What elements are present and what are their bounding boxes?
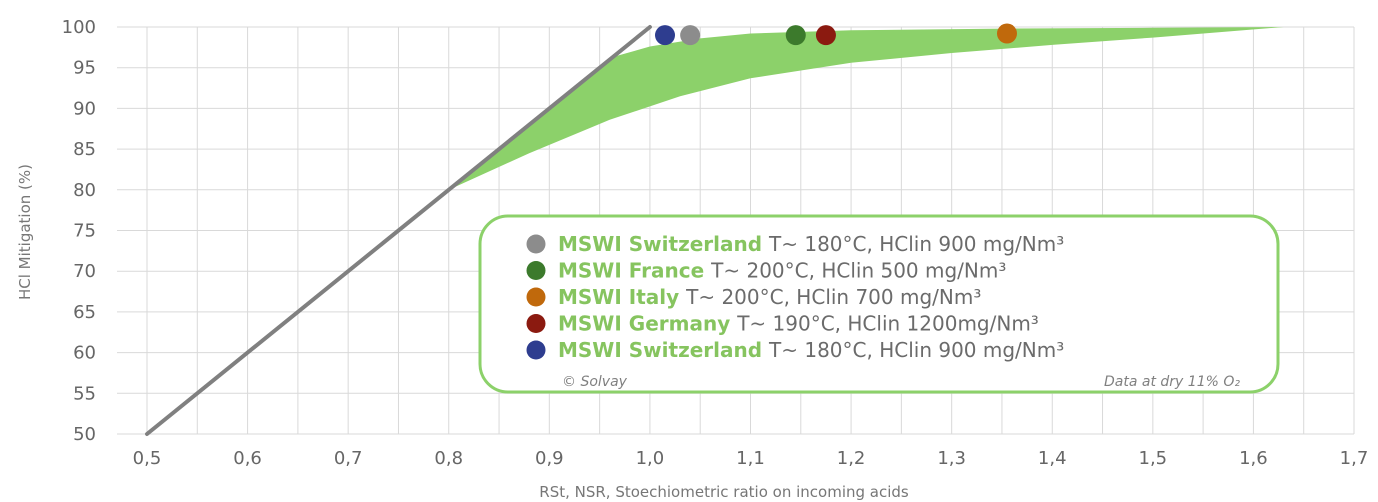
data-basis-note: Data at dry 11% O₂ [1104, 374, 1240, 390]
legend-series-description: T~ 190°C, HClin 1200mg/Nm³ [736, 312, 1039, 336]
legend-series-name: MSWI Switzerland [558, 338, 769, 362]
x-tick-label: 1,2 [837, 448, 866, 469]
x-tick-label: 0,7 [334, 448, 363, 469]
efficiency-band-area [448, 27, 1284, 190]
y-tick-label: 90 [73, 98, 96, 119]
legend-marker [526, 234, 546, 254]
legend-marker [526, 261, 546, 280]
x-tick-label: 0,6 [233, 448, 262, 469]
legend-entry: MSWI Germany T~ 190°C, HClin 1200mg/Nm³ [558, 312, 1039, 336]
x-tick-label: 0,5 [133, 448, 162, 469]
y-tick-label: 55 [73, 383, 96, 404]
y-tick-label: 80 [73, 180, 96, 201]
y-tick-label: 65 [73, 302, 96, 323]
y-axis-tick-labels: 50 55 60 65 70 75 80 85 90 95 100 [62, 17, 96, 445]
data-point [680, 25, 701, 46]
legend-entry: MSWI Italy T~ 200°C, HClin 700 mg/Nm³ [558, 285, 981, 309]
copyright-note: © Solvay [562, 374, 628, 390]
legend-marker [526, 314, 546, 333]
legend-series-name: MSWI Switzerland [558, 232, 769, 256]
legend-series-description: T~ 180°C, HClin 900 mg/Nm³ [768, 338, 1064, 362]
x-tick-label: 1,0 [636, 448, 665, 469]
legend-entry: MSWI Switzerland T~ 180°C, HClin 900 mg/… [558, 232, 1064, 256]
stoichiometric-reference-line [145, 25, 652, 436]
legend-marker [526, 287, 546, 307]
data-points [655, 23, 1017, 46]
legend-series-description: T~ 200°C, HClin 700 mg/Nm³ [685, 285, 981, 309]
data-point [996, 23, 1017, 44]
reference-line [145, 25, 652, 436]
x-axis-title: RSt, NSR, Stoechiometric ratio on incomi… [539, 483, 909, 501]
x-tick-label: 1,7 [1340, 448, 1369, 469]
y-axis-title: HCl Mitigation (%) [16, 164, 34, 300]
y-tick-label: 75 [73, 221, 96, 242]
y-tick-label: 95 [73, 58, 96, 79]
legend-series-name: MSWI France [558, 259, 711, 283]
legend-marker [526, 340, 546, 360]
y-tick-label: 100 [62, 17, 96, 38]
x-axis-tick-labels: 0,5 0,6 0,7 0,8 0,9 1,0 1,1 1,2 1,3 1,4 1,5 1,6 1,7 [133, 448, 1369, 469]
data-point [655, 25, 676, 46]
data-point [815, 25, 836, 46]
data-point [785, 25, 806, 46]
legend-entry: MSWI France T~ 200°C, HClin 500 mg/Nm³ [558, 259, 1006, 283]
x-tick-label: 1,5 [1139, 448, 1168, 469]
x-tick-label: 1,6 [1239, 448, 1268, 469]
y-tick-label: 50 [73, 424, 96, 445]
legend-series-description: T~ 200°C, HClin 500 mg/Nm³ [710, 259, 1006, 283]
x-tick-label: 1,4 [1038, 448, 1067, 469]
legend-series-name: MSWI Germany [558, 312, 737, 336]
legend-box [478, 214, 1280, 394]
x-tick-label: 1,3 [937, 448, 966, 469]
y-tick-label: 70 [73, 261, 96, 282]
x-tick-label: 0,8 [434, 448, 463, 469]
y-tick-label: 60 [73, 343, 96, 364]
x-tick-label: 0,9 [535, 448, 564, 469]
legend: MSWI Switzerland T~ 180°C, HClin 900 mg/… [478, 214, 1280, 394]
legend-entry: MSWI Switzerland T~ 180°C, HClin 900 mg/… [558, 338, 1064, 362]
x-tick-label: 1,1 [736, 448, 765, 469]
efficiency-band [448, 27, 1284, 190]
legend-series-name: MSWI Italy [558, 285, 686, 309]
y-tick-label: 85 [73, 139, 96, 160]
legend-series-description: T~ 180°C, HClin 900 mg/Nm³ [768, 232, 1064, 256]
